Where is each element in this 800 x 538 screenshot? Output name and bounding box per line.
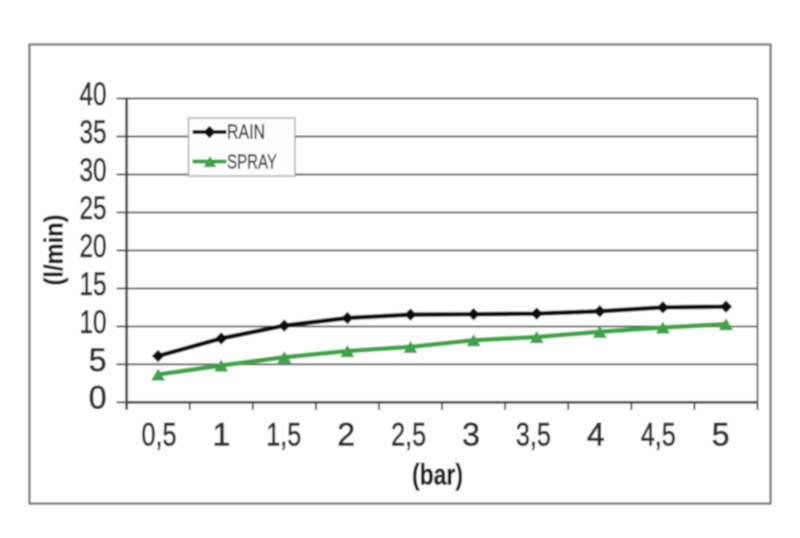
- svg-text:RAIN: RAIN: [227, 122, 265, 144]
- svg-text:0,5: 0,5: [142, 417, 177, 453]
- svg-text:20: 20: [80, 228, 107, 264]
- svg-text:5: 5: [712, 417, 730, 453]
- svg-text:(l/min): (l/min): [39, 215, 69, 286]
- svg-text:25: 25: [80, 190, 107, 226]
- svg-text:4,5: 4,5: [641, 417, 676, 453]
- svg-text:4: 4: [587, 417, 605, 453]
- svg-text:2: 2: [337, 417, 355, 453]
- svg-text:0: 0: [89, 380, 107, 416]
- svg-text:1: 1: [213, 417, 231, 453]
- svg-text:10: 10: [80, 304, 107, 340]
- svg-text:30: 30: [80, 152, 107, 188]
- svg-text:2,5: 2,5: [391, 417, 426, 453]
- svg-text:3,5: 3,5: [516, 417, 551, 453]
- svg-text:SPRAY: SPRAY: [227, 152, 277, 174]
- svg-text:1,5: 1,5: [266, 417, 301, 453]
- svg-text:15: 15: [80, 266, 107, 302]
- svg-text:5: 5: [89, 342, 107, 378]
- svg-text:35: 35: [80, 114, 107, 150]
- svg-text:3: 3: [462, 417, 480, 453]
- svg-text:(bar): (bar): [412, 459, 463, 492]
- svg-text:40: 40: [80, 76, 107, 112]
